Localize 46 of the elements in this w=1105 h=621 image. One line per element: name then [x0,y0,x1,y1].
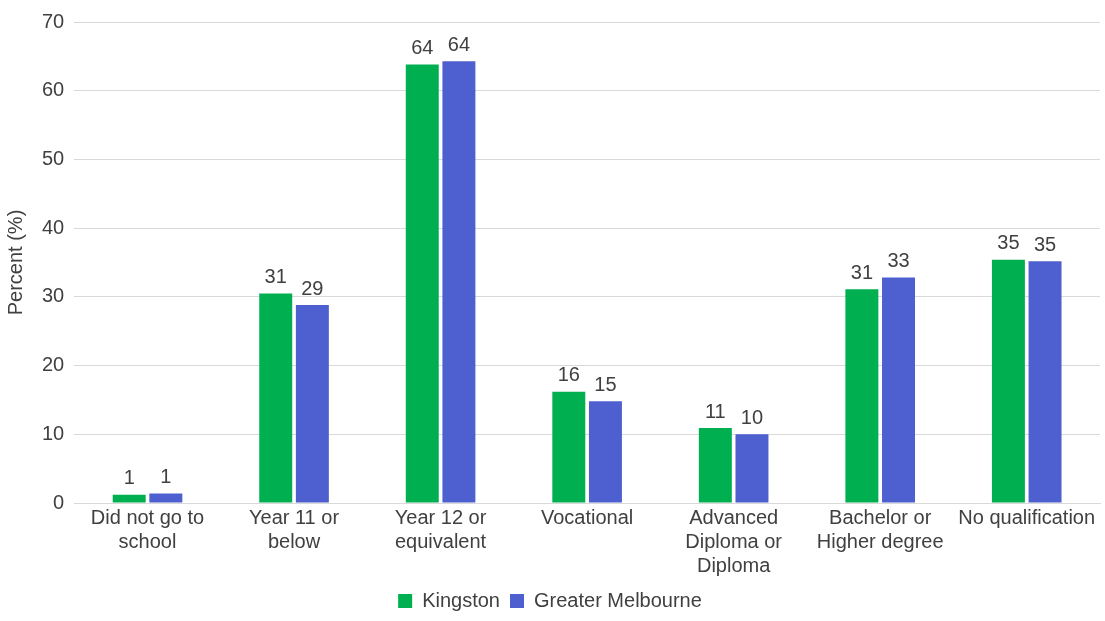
data-label: 64 [447,32,471,55]
data-label: 11 [704,399,726,422]
data-label: 10 [740,405,764,428]
y-axis-title: Percent (%) [3,209,26,316]
y-tick-label: 70 [42,9,65,32]
data-label: 35 [997,231,1020,254]
data-label: 31 [850,260,873,283]
data-label: 35 [1033,232,1057,255]
bar [735,434,769,503]
x-tick-label: Year 11 or below [249,505,340,552]
x-tick-label: Advanced Diploma or Diploma [685,505,783,576]
y-tick-label: 20 [42,353,65,376]
y-tick-label: 50 [42,146,65,169]
data-label: 64 [411,36,434,59]
x-tick-label: Year 12 or equivalent [394,505,487,552]
x-tick-label: Did not go to school [90,505,205,552]
bar [1028,261,1062,503]
data-label: 31 [264,264,287,287]
data-label: 16 [557,363,580,386]
y-tick-label: 30 [42,284,65,307]
y-tick-label: 0 [53,490,65,513]
bar [259,293,293,503]
y-tick-label: 60 [42,78,65,101]
y-tick-label: 40 [42,215,65,238]
legend-label: Kingston [422,588,500,611]
bar [552,391,586,503]
bar [442,61,476,503]
bar [698,428,732,503]
bar [991,259,1025,503]
data-label: 1 [123,466,135,489]
bar [845,289,879,503]
data-label: 29 [301,276,324,299]
bar [112,494,146,503]
legend-label: Greater Melbourne [533,588,702,611]
bar [882,277,915,503]
bar [295,305,329,503]
x-tick-label: No qualification [958,505,1096,528]
y-tick-label: 10 [42,421,65,444]
x-tick-label: Bachelor or Higher degree [816,505,944,552]
data-label: 1 [160,464,172,487]
bar [149,493,183,503]
data-label: 33 [887,249,910,272]
bar [405,64,439,503]
x-tick-label: Vocational [540,505,634,528]
bar [588,401,622,503]
data-label: 15 [594,372,617,395]
